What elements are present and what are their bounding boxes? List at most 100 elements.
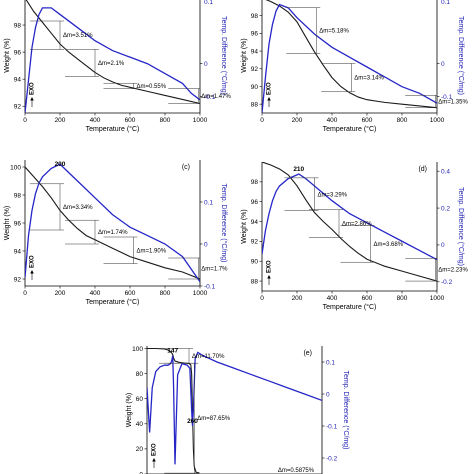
plot-area (25, 163, 200, 283)
y-tick-label: 60 (136, 396, 144, 403)
exo-label: EXO (152, 443, 158, 456)
weight-series-line (262, 162, 437, 282)
y-tick-label: 94 (251, 48, 259, 55)
x-tick-label: 0 (260, 295, 264, 302)
panel-label: (d) (418, 166, 427, 173)
y-tick-label: 94 (14, 76, 22, 83)
x-tick-label: 400 (327, 295, 338, 302)
chart-panel-a: 0 200 400 600 800 1000 92 94 96 98 0 -0.1 0.1 Tempera… (4, 0, 231, 133)
x-tick-label: 800 (160, 290, 171, 297)
y-tick-label: 96 (251, 199, 259, 206)
x-tick-label: 200 (292, 295, 303, 302)
dta-series-line (25, 163, 200, 283)
y2-axis-title: Temp. Difference (°C/mg) (457, 16, 465, 95)
y-tick-label: 90 (251, 259, 259, 266)
y-tick-label: 80 (136, 371, 144, 378)
x-tick-label: 800 (160, 117, 171, 124)
y2-tick-label: -0.1 (441, 94, 453, 101)
y-axis-title: Weight (%) (126, 393, 133, 428)
step-label: Δm=1.74% (98, 230, 128, 236)
x-tick-label: 800 (397, 117, 408, 124)
chart-panel-d: 0 200 400 600 800 1000 88 90 92 94 96 98 0.4 0.2 0 -0.2… (241, 162, 468, 311)
chart-panel-b: 0 200 400 600 800 1000 88 90 92 94 96 98 0 -0.1 0.1 Tem… (241, 0, 468, 133)
y2-top-label: 0.1 (441, 0, 450, 6)
exo-label: EXO (267, 260, 273, 273)
x-axis-title: Temperature (°C) (323, 303, 377, 311)
y-tick-label: 98 (14, 22, 22, 29)
step-label: Δm=3.14% (354, 76, 384, 82)
y-tick-label: 96 (14, 220, 22, 227)
dta-series-line (25, 7, 200, 113)
y-tick-label: 92 (251, 66, 259, 73)
x-tick-label: 200 (55, 290, 66, 297)
y-tick-label: 98 (251, 179, 259, 186)
y-axis-title: Weight (%) (4, 206, 11, 241)
x-tick-label: 400 (90, 290, 101, 297)
step-label: Δm=3.68% (374, 242, 404, 248)
y2-tick-label: -0.2 (441, 279, 453, 286)
y2-tick-label: 0.2 (441, 205, 450, 212)
dta-series-line (262, 3, 437, 113)
x-tick-label: 200 (292, 117, 303, 124)
exo-arrow-head (30, 270, 34, 274)
x-tick-label: 1000 (430, 295, 445, 302)
panel-label: (c) (182, 164, 190, 171)
y2-tick-label: -0.1 (204, 94, 216, 101)
step-label: Δm=2.23% (438, 268, 468, 274)
y-tick-label: 92 (251, 239, 259, 246)
step-label: Δm=1.35% (438, 100, 468, 106)
y-tick-label: 96 (251, 31, 259, 38)
x-tick-label: 600 (125, 290, 136, 297)
plot-area (262, 0, 437, 113)
step-label: Δm=1.90% (137, 248, 167, 254)
y-tick-label: 92 (14, 276, 22, 283)
x-tick-label: 200 (55, 117, 66, 124)
y-axis-title: Weight (%) (4, 38, 11, 73)
y2-axis-title: Temp. Difference (°C/mg) (342, 371, 350, 450)
x-tick-label: 400 (90, 117, 101, 124)
step-label: Δm=3.51% (63, 33, 93, 39)
chart-panel-e: 0 20 40 60 80 100 0.1 0 -0.1 -0.2 Weight (%) Temp. … (126, 346, 350, 474)
y2-axis-title: Temp. Difference (°C/mg) (457, 187, 465, 266)
y-tick-label: 96 (14, 49, 22, 56)
x-tick-label: 0 (23, 290, 27, 297)
weight-series-line (25, 0, 200, 105)
step-label: Δm=2.1% (98, 61, 125, 67)
exo-label: EXO (30, 255, 36, 268)
plot-area (25, 0, 200, 113)
y-tick-label: 94 (251, 219, 259, 226)
exo-arrow-head (267, 97, 271, 101)
y2-tick-label: 0 (441, 242, 445, 249)
x-tick-label: 0 (260, 117, 264, 124)
exo-arrow-head (152, 458, 156, 462)
x-tick-label: 0 (23, 117, 27, 124)
step-label: Δm=1.7% (201, 267, 228, 273)
y-tick-label: 100 (10, 164, 21, 171)
plot-area (262, 162, 437, 282)
y-tick-label: 20 (136, 446, 144, 453)
exo-arrow-head (267, 275, 271, 279)
dta-series-line (262, 173, 437, 261)
dta-series-line (147, 351, 322, 465)
y-tick-label: 100 (132, 346, 143, 353)
peak-label: 147 (167, 348, 178, 355)
peak-label: 260 (187, 418, 198, 425)
step-label: Δm=3.34% (63, 205, 93, 211)
y2-tick-label: -0.2 (326, 455, 338, 462)
x-tick-label: 1000 (193, 290, 208, 297)
footnote-label: Δm=0.5875% (278, 468, 315, 474)
y2-tick-label: 0 (204, 61, 208, 68)
weight-series-line (265, 0, 437, 109)
x-tick-label: 400 (327, 117, 338, 124)
y2-top-label: 0.1 (204, 0, 213, 6)
panel-label: (e) (303, 350, 312, 357)
y-tick-label: 98 (14, 192, 22, 199)
x-axis-title: Temperature (°C) (86, 125, 140, 133)
y2-tick-label: -0.1 (204, 283, 216, 290)
peak-label: 210 (293, 166, 304, 173)
step-label: Δm=87.65% (197, 416, 231, 422)
step-label: Δm=1.47% (201, 94, 231, 100)
y-tick-label: 92 (14, 104, 22, 111)
step-label: Δm=11.70% (192, 354, 225, 360)
